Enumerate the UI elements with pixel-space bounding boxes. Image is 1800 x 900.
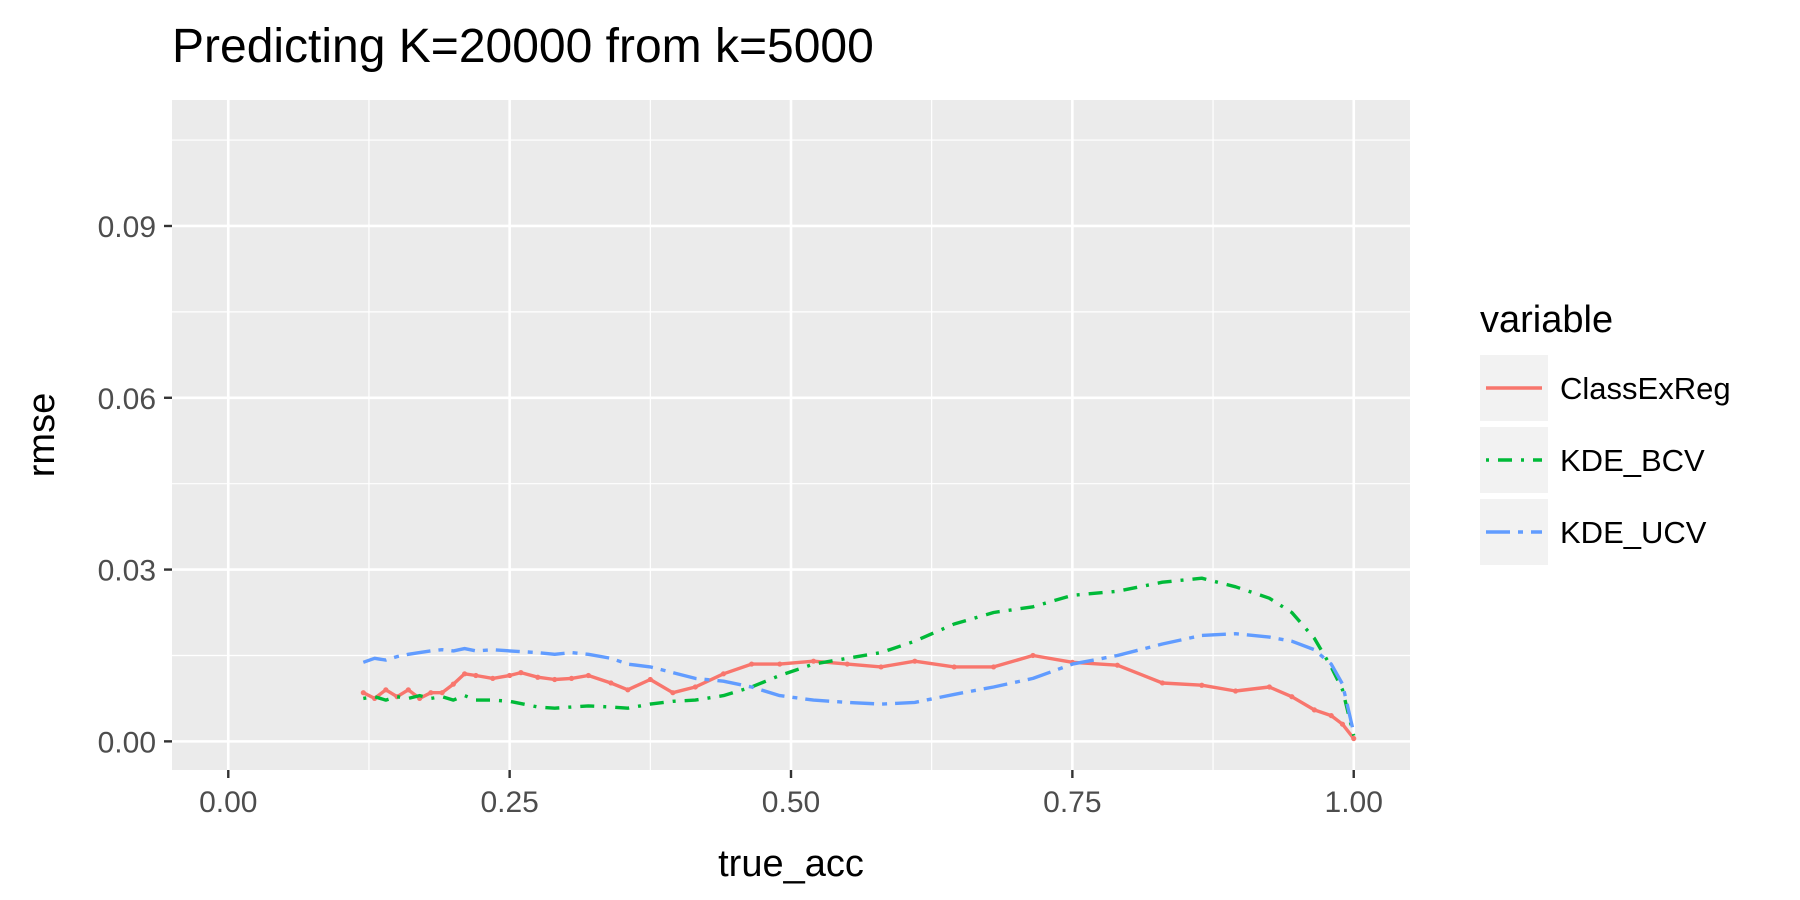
series-point-ClassExReg	[568, 675, 575, 681]
legend: variable ClassExReg KDE_BCV KDE_UCV	[1480, 299, 1731, 565]
series-point-ClassExReg	[439, 690, 445, 696]
x-tick-label: 0.00	[199, 786, 257, 819]
series-point-ClassExReg	[990, 664, 997, 670]
series-point-ClassExReg	[473, 672, 479, 679]
series-point-ClassExReg	[1030, 652, 1036, 659]
series-point-ClassExReg	[490, 675, 496, 681]
series-layer	[360, 576, 1357, 742]
series-point-ClassExReg	[912, 658, 918, 664]
y-tick-label: 0.06	[98, 383, 156, 416]
series-point-ClassExReg	[692, 684, 698, 690]
y-axis-title: rmse	[21, 393, 63, 477]
series-point-ClassExReg	[647, 676, 653, 683]
y-axis: 0.00 0.03 0.06 0.09	[98, 211, 172, 759]
series-point-ClassExReg	[1159, 680, 1165, 686]
legend-label: KDE_UCV	[1560, 515, 1707, 550]
series-point-ClassExReg	[428, 690, 434, 696]
series-point-ClassExReg	[552, 676, 558, 683]
x-axis: 0.00 0.25 0.50 0.75 1.00	[199, 770, 1383, 819]
series-point-ClassExReg	[608, 680, 614, 686]
series-point-ClassExReg	[951, 664, 957, 670]
series-point-ClassExReg	[507, 672, 513, 679]
series-line-KDE_BCV	[363, 576, 1356, 737]
y-tick-label: 0.00	[98, 726, 156, 759]
x-axis-title: true_acc	[718, 843, 864, 885]
series-point-ClassExReg	[1114, 662, 1120, 668]
x-tick-label: 1.00	[1325, 786, 1383, 819]
legend-label: KDE_BCV	[1560, 443, 1705, 478]
series-line-KDE_UCV	[362, 632, 1356, 734]
series-point-ClassExReg	[878, 664, 884, 670]
series-point-ClassExReg	[1339, 721, 1346, 727]
series-point-ClassExReg	[1328, 712, 1334, 719]
grid-major	[172, 100, 1410, 770]
series-point-ClassExReg	[810, 658, 817, 664]
series-point-ClassExReg	[749, 661, 755, 667]
x-tick-label: 0.75	[1043, 786, 1101, 819]
legend-title: variable	[1480, 299, 1613, 341]
series-point-ClassExReg	[1232, 688, 1239, 694]
series-point-ClassExReg	[450, 681, 456, 687]
chart-title: Predicting K=20000 from k=5000	[172, 20, 874, 73]
series-point-ClassExReg	[1351, 735, 1357, 742]
series-point-ClassExReg	[535, 674, 541, 680]
x-tick-label: 0.25	[480, 786, 538, 819]
series-point-ClassExReg	[462, 671, 468, 677]
series-point-ClassExReg	[360, 690, 366, 696]
series-point-ClassExReg	[720, 671, 727, 677]
legend-label: ClassExReg	[1560, 371, 1731, 406]
y-tick-label: 0.03	[98, 555, 156, 588]
series-point-ClassExReg	[405, 687, 411, 693]
series-point-ClassExReg	[1199, 682, 1205, 688]
series-point-ClassExReg	[844, 661, 850, 667]
series-point-ClassExReg	[383, 687, 389, 693]
series-point-ClassExReg	[1311, 707, 1317, 713]
series-point-ClassExReg	[585, 672, 592, 679]
x-tick-label: 0.50	[762, 786, 820, 819]
series-point-ClassExReg	[670, 690, 676, 696]
y-tick-label: 0.09	[98, 211, 156, 244]
series-point-ClassExReg	[777, 661, 783, 667]
series-point-ClassExReg	[518, 670, 524, 676]
series-point-ClassExReg	[1266, 684, 1272, 690]
series-point-ClassExReg	[1289, 694, 1295, 700]
series-point-ClassExReg	[625, 687, 631, 693]
